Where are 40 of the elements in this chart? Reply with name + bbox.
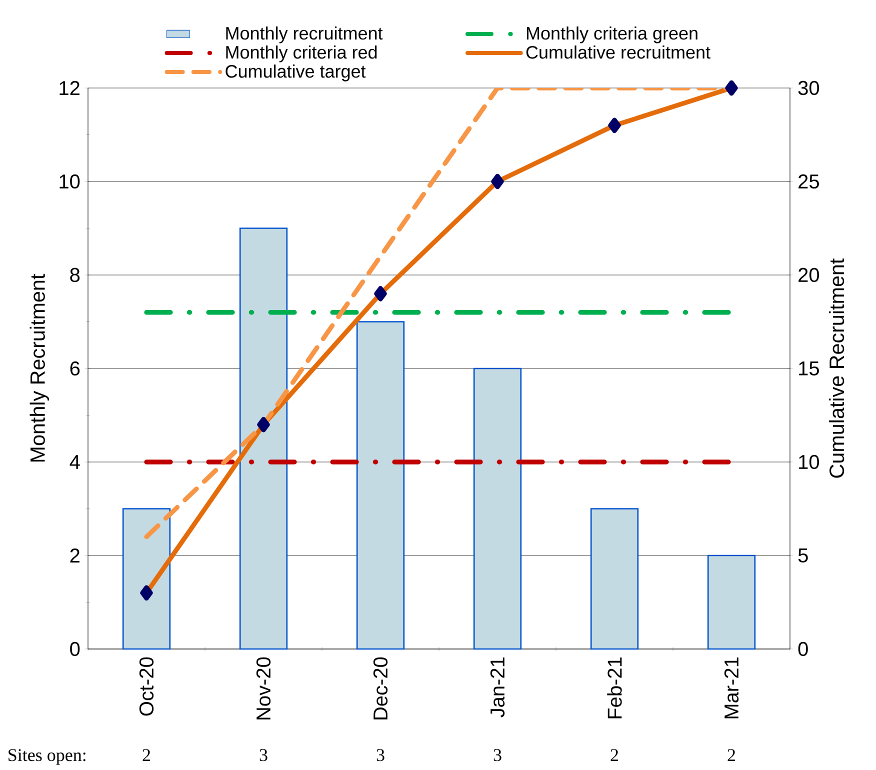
legend-label: Cumulative recruitment	[526, 45, 710, 59]
y2-tick-label: 25	[798, 174, 819, 189]
y2-tick-label: 15	[799, 362, 819, 376]
bar	[590, 508, 639, 650]
y-tick-label: 8	[70, 268, 80, 282]
x-tick-label: Oct-20	[139, 657, 154, 716]
bar	[473, 368, 522, 650]
y-axis-title: Monthly Recruitment	[30, 274, 50, 462]
y2-tick-label: 5	[798, 548, 808, 562]
y-tick-label: 6	[70, 361, 80, 376]
y2-tick-label: 10	[799, 454, 819, 470]
text: 3	[260, 749, 268, 762]
text: 3	[494, 749, 502, 762]
legend-label: Cumulative target	[226, 64, 366, 82]
x-tick-label: Mar-21	[724, 658, 739, 718]
y2-axis-title: Cumulative Recruitment	[828, 258, 844, 478]
text: Sites open:	[8, 749, 86, 765]
text: 2	[728, 749, 735, 761]
y-tick-label: 0	[70, 642, 80, 656]
text: 2	[610, 749, 618, 761]
bar	[707, 554, 756, 650]
bar	[356, 321, 405, 650]
y-tick-label: 10	[60, 174, 80, 189]
x-tick-label: Feb-21	[607, 658, 622, 718]
text: 3	[376, 749, 384, 762]
text: 2	[142, 749, 150, 761]
legend-label: Monthly recruitment	[226, 26, 383, 44]
bar	[122, 508, 171, 650]
x-tick-label: Jan-21	[490, 658, 505, 718]
y-tick-label: 2	[70, 548, 80, 562]
y2-tick-label: 0	[798, 642, 808, 656]
y-tick-label: 12	[60, 81, 80, 95]
y2-tick-label: 20	[798, 268, 819, 282]
x-tick-label: Nov-20	[256, 657, 271, 720]
bar	[239, 228, 288, 650]
legend-label: Monthly criteria green	[526, 26, 698, 44]
x-tick-label: Dec-20	[373, 657, 388, 720]
y2-tick-label: 30	[798, 80, 819, 96]
legend-label: Monthly criteria red	[226, 45, 377, 62]
y-tick-label: 4	[70, 455, 80, 469]
